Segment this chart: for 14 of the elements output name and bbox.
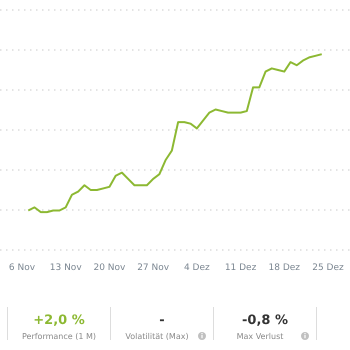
x-tick-label: 27 Nov [137,263,170,273]
text: - [159,313,165,328]
x-tick-label: 11 Dez [224,263,257,273]
x-tick-label: 20 Nov [93,263,126,273]
text: Volatilität (Max) [125,332,189,341]
text: Max Verlust [236,332,284,341]
x-tick-label: 25 Dez [312,263,344,273]
x-tick-label: 13 Nov [50,263,82,273]
text: -0,8 % [242,313,288,328]
x-tick-label: 4 Dez [184,263,210,273]
x-tick-label: 18 Dez [268,263,300,273]
x-tick-label: 6 Nov [8,263,36,273]
text: +2,0 % [33,313,85,328]
text: Performance (1 M) [22,332,96,341]
